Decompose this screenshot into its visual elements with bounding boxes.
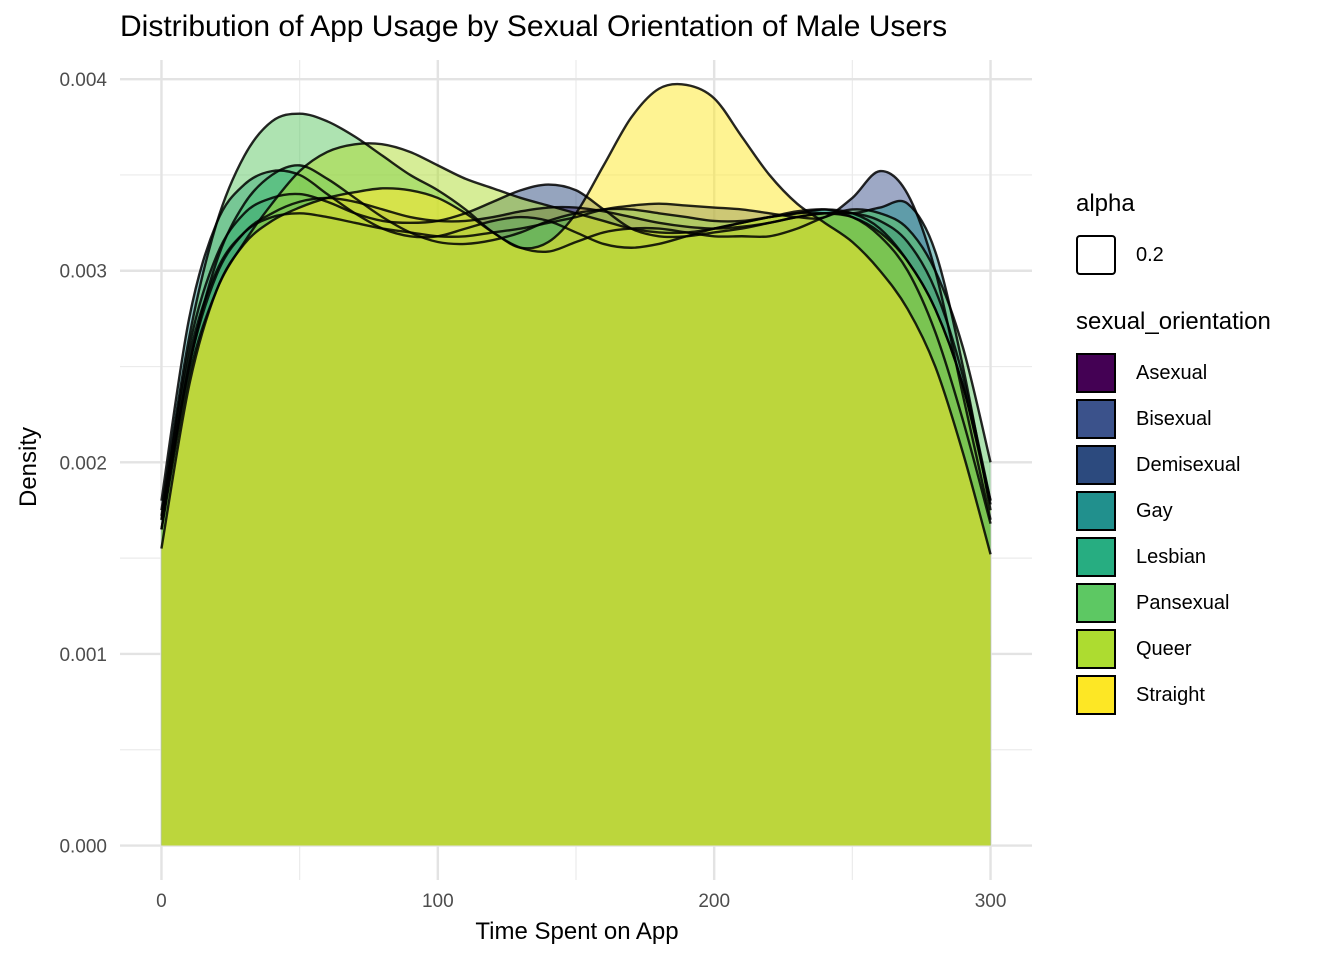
density-line-lesbian [160,164,992,521]
density-plot: 0 100 200 300 0.000 0.001 0.002 0.003 0.004 Tim… [15,60,1032,945]
legend-label: Lesbian [1136,545,1207,568]
legend-label: Gay [1136,499,1173,522]
legend-label: Asexual [1136,361,1208,384]
legend-swatch [1076,537,1116,577]
density-outlines [160,82,992,555]
legend-label: Bisexual [1136,407,1212,430]
legend-swatch [1076,629,1116,669]
chart-title: Distribution of App Usage by Sexual Orie… [120,10,948,43]
legend-sexual-orientation: sexual_orientation Asexual Bisexual Demise… [1076,308,1271,718]
legend-alpha-item: 0.2 [1076,232,1271,278]
x-axis-ticks: 0 100 200 300 [156,891,1006,912]
legend-item-demisexual: Demisexual [1076,442,1271,488]
legend-swatch [1076,583,1116,623]
legend-item-queer: Queer [1076,626,1271,672]
legend-orientation-title: sexual_orientation [1076,308,1271,335]
y-tick-label: 0.003 [59,262,107,283]
density-line-pansexual [160,112,992,511]
legend-item-asexual: Asexual [1076,350,1271,396]
legend-orientation-items: Asexual Bisexual Demisexual Gay Lesbian Panse… [1076,350,1271,718]
legend-item-bisexual: Bisexual [1076,396,1271,442]
legend-item-gay: Gay [1076,488,1271,534]
legend-alpha-label: 0.2 [1136,243,1164,266]
legend-item-pansexual: Pansexual [1076,580,1271,626]
x-tick-label: 300 [975,891,1007,912]
legend-swatch [1076,491,1116,531]
density-line-demisexual [160,183,992,517]
y-tick-label: 0.001 [59,645,107,666]
x-tick-label: 200 [698,891,730,912]
legend-alpha-title: alpha [1076,190,1135,217]
x-axis-title: Time Spent on App [475,918,678,945]
legend-alpha: alpha 0.2 [1076,190,1271,278]
legend-swatch [1076,399,1116,439]
density-areas [161,83,991,846]
legend: alpha 0.2 sexual_orientation Asexual Bise… [1076,190,1271,718]
y-axis-ticks: 0.000 0.001 0.002 0.003 0.004 [59,70,107,857]
legend-label: Queer [1136,637,1192,660]
y-tick-label: 0.002 [59,453,107,474]
legend-label: Straight [1136,683,1205,706]
x-tick-label: 0 [156,891,167,912]
legend-item-lesbian: Lesbian [1076,534,1271,580]
legend-alpha-key [1076,235,1116,275]
density-line-straight [160,82,992,555]
legend-swatch [1076,445,1116,485]
y-tick-label: 0.000 [59,837,107,858]
legend-swatch [1076,675,1116,715]
legend-swatch [1076,353,1116,393]
y-axis-title: Density [15,427,42,507]
y-tick-label: 0.004 [59,70,107,91]
density-line-bisexual [160,169,992,521]
legend-label: Pansexual [1136,591,1230,614]
x-tick-label: 100 [422,891,454,912]
legend-label: Demisexual [1136,453,1241,476]
legend-item-straight: Straight [1076,672,1271,718]
density-area-straight [161,83,991,846]
